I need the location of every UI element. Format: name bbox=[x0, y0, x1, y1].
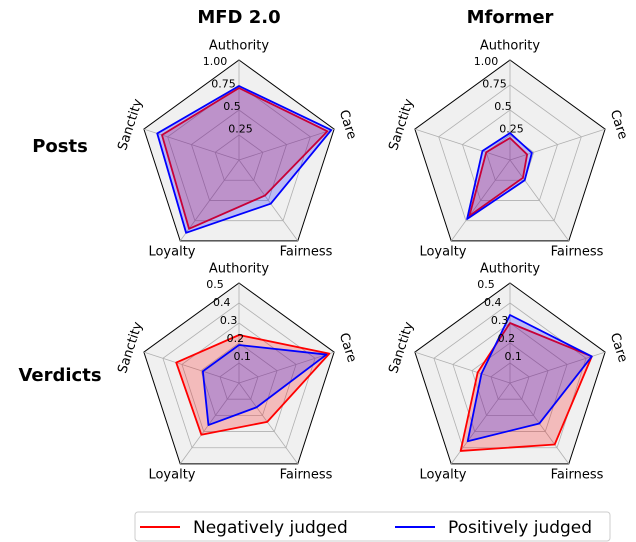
r-tick-label: 0.4 bbox=[484, 296, 502, 309]
axis-label: Fairness bbox=[551, 245, 604, 260]
axis-label: Loyalty bbox=[419, 468, 466, 483]
outer-frame bbox=[414, 59, 606, 242]
grid-ring bbox=[461, 109, 559, 201]
spoke bbox=[238, 159, 299, 242]
spoke bbox=[509, 128, 606, 161]
r-tick-label: 0.75 bbox=[482, 78, 507, 91]
spoke bbox=[414, 128, 511, 161]
grid-ring bbox=[490, 362, 530, 400]
series-area bbox=[201, 344, 328, 426]
spoke bbox=[179, 382, 240, 465]
spoke bbox=[509, 159, 570, 242]
series-area bbox=[468, 137, 529, 217]
r-tick-label: 0.5 bbox=[223, 100, 241, 113]
spoke bbox=[238, 128, 335, 161]
r-tick-label: 0.75 bbox=[211, 78, 236, 91]
row-label: Posts bbox=[32, 136, 88, 157]
r-tick-label: 0.1 bbox=[233, 350, 251, 363]
r-tick-label: 0.2 bbox=[498, 332, 516, 345]
r-tick-label: 1.00 bbox=[474, 55, 499, 68]
legend-label: Negatively judged bbox=[193, 518, 348, 538]
r-tick-label: 1.00 bbox=[203, 55, 228, 68]
axis-label: Sanctity bbox=[115, 320, 146, 375]
grid-ring bbox=[167, 84, 311, 222]
r-tick-label: 0.5 bbox=[206, 278, 224, 291]
outer-frame bbox=[143, 59, 335, 242]
series-area bbox=[459, 322, 593, 452]
r-tick-label: 0.25 bbox=[228, 123, 253, 136]
axis-label: Loyalty bbox=[148, 245, 195, 260]
axis-label: Care bbox=[607, 108, 631, 141]
row-label: Verdicts bbox=[18, 365, 101, 386]
legend-box bbox=[134, 511, 611, 542]
axis-label: Authority bbox=[209, 39, 269, 54]
outer-frame bbox=[143, 282, 335, 465]
grid-ring bbox=[438, 84, 582, 222]
r-tick-label: 0.4 bbox=[213, 296, 231, 309]
spoke bbox=[238, 382, 299, 465]
legend-label: Positively judged bbox=[448, 518, 592, 538]
spoke bbox=[450, 159, 511, 242]
spoke bbox=[414, 351, 511, 384]
grid-ring bbox=[181, 322, 297, 432]
axis-label: Loyalty bbox=[148, 468, 195, 483]
grid-ring bbox=[471, 342, 549, 416]
grid-ring bbox=[162, 302, 316, 449]
spoke bbox=[143, 128, 240, 161]
series-area bbox=[466, 132, 533, 220]
axis-label: Fairness bbox=[280, 245, 333, 260]
spoke bbox=[143, 351, 240, 384]
series-area bbox=[466, 314, 593, 443]
chart-title: Mformer bbox=[467, 7, 554, 28]
axis-label: Authority bbox=[480, 262, 540, 277]
series-area bbox=[156, 85, 333, 234]
axis-label: Authority bbox=[209, 262, 269, 277]
r-tick-label: 0.25 bbox=[499, 123, 524, 136]
r-tick-label: 0.5 bbox=[477, 278, 495, 291]
axis-label: Care bbox=[607, 331, 631, 364]
r-tick-label: 0.1 bbox=[504, 350, 522, 363]
series-area bbox=[175, 334, 331, 436]
grid-ring bbox=[200, 342, 278, 416]
axis-label: Authority bbox=[480, 39, 540, 54]
series-area bbox=[161, 87, 329, 230]
spoke bbox=[509, 351, 606, 384]
grid-ring bbox=[219, 362, 259, 400]
r-tick-label: 0.3 bbox=[220, 314, 238, 327]
axis-label: Sanctity bbox=[386, 97, 417, 152]
spoke bbox=[238, 351, 335, 384]
axis-label: Care bbox=[336, 108, 360, 141]
axis-label: Sanctity bbox=[386, 320, 417, 375]
outer-frame bbox=[414, 282, 606, 465]
grid-ring bbox=[214, 134, 264, 181]
axis-label: Care bbox=[336, 331, 360, 364]
axis-label: Fairness bbox=[551, 468, 604, 483]
axis-label: Fairness bbox=[280, 468, 333, 483]
r-tick-label: 0.2 bbox=[227, 332, 245, 345]
r-tick-label: 0.5 bbox=[494, 100, 512, 113]
axis-label: Sanctity bbox=[115, 97, 146, 152]
grid-ring bbox=[190, 109, 288, 201]
axis-label: Loyalty bbox=[419, 245, 466, 260]
r-tick-label: 0.3 bbox=[491, 314, 509, 327]
chart-title: MFD 2.0 bbox=[197, 7, 280, 28]
